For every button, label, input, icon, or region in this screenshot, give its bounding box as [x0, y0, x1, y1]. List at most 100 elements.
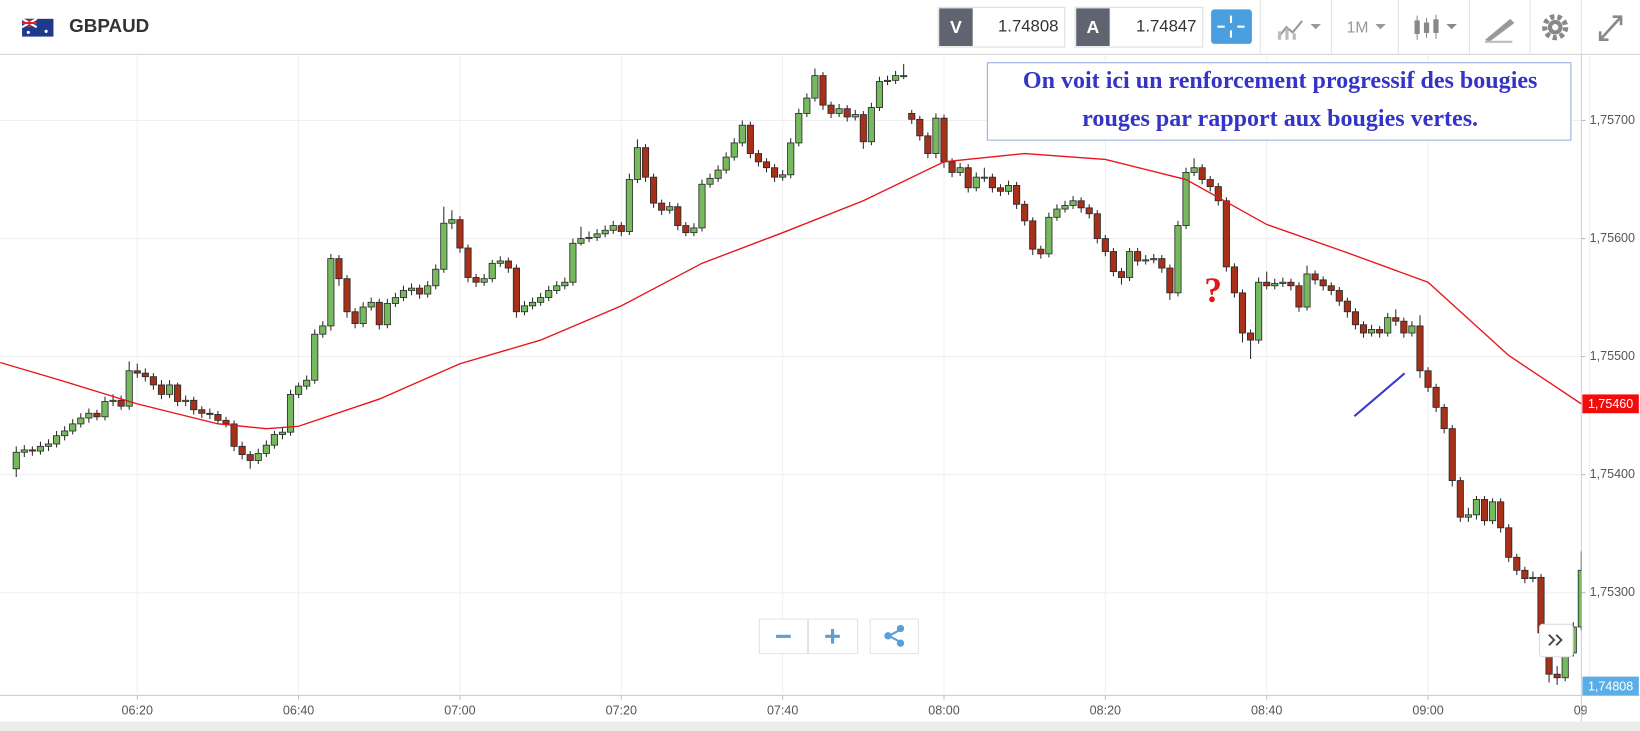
price-tag-label: 1,75460: [1588, 397, 1633, 411]
candle-body: [706, 177, 714, 185]
candle-body: [722, 156, 730, 171]
candle-body: [771, 167, 779, 178]
y-tick-label: 1,75300: [1590, 585, 1635, 599]
candle-body: [1497, 501, 1505, 529]
candle-body: [1416, 325, 1424, 372]
candle-body: [214, 414, 222, 421]
flag: [21, 17, 54, 37]
candle-body: [787, 142, 795, 176]
x-tick-label: 06:20: [122, 703, 153, 717]
scroll-latest-button[interactable]: [1538, 623, 1574, 658]
candle-body: [141, 372, 149, 378]
candle-body: [343, 278, 351, 313]
candle-body: [28, 449, 36, 452]
candle-body: [996, 187, 1005, 192]
annotation-box: [986, 62, 1572, 141]
candle-body: [609, 225, 617, 231]
candle-body: [512, 267, 520, 313]
candle-body: [1424, 370, 1432, 388]
candle-body: [1174, 225, 1182, 294]
indicator-button[interactable]: [1277, 20, 1321, 40]
candle-body: [1150, 258, 1158, 261]
candle-body: [440, 222, 448, 270]
candle-body: [206, 412, 214, 415]
annotation-line: On voit ici un renforcement progressif d…: [1023, 68, 1538, 94]
y-tick-label: 1,75500: [1590, 349, 1635, 363]
candle-body: [1489, 501, 1497, 522]
candle-body: [908, 112, 916, 120]
fullscreen-button[interactable]: [1598, 15, 1623, 42]
y-tick-label: 1,75700: [1590, 113, 1635, 127]
candle-body: [1263, 281, 1271, 287]
candle-body: [1303, 273, 1311, 308]
settings-button[interactable]: [1542, 14, 1569, 41]
candle-body: [1295, 285, 1303, 308]
candle-body: [496, 260, 504, 264]
candle-body: [1505, 527, 1513, 558]
share-button[interactable]: [869, 618, 919, 655]
candle-body: [577, 238, 585, 244]
x-tick-label: 09:20: [1574, 703, 1605, 717]
candle-body: [278, 431, 287, 435]
annotation: On voit ici un renforcement progressif d…: [1023, 68, 1538, 132]
candle-body: [383, 303, 391, 326]
candle-body: [932, 117, 940, 154]
annotation-line: rouges par rapport aux bougies vertes.: [1082, 106, 1478, 132]
candle-body: [714, 169, 722, 179]
candle-body: [472, 277, 480, 283]
candle-body: [980, 176, 988, 179]
ask-label: A: [1087, 17, 1100, 37]
x-tick-label: 06:40: [283, 703, 314, 717]
zoom-in-button[interactable]: [807, 618, 859, 655]
timeframe-button[interactable]: 1M: [1347, 19, 1386, 36]
candle-body: [924, 135, 932, 154]
candle-body: [1125, 251, 1134, 278]
candle-body: [1013, 185, 1021, 205]
candle-body: [754, 153, 763, 163]
candle-body: [1061, 205, 1069, 210]
x-tick-label: 07:00: [444, 703, 475, 717]
candle-body: [1238, 292, 1247, 334]
crosshair-button[interactable]: [1211, 9, 1252, 44]
candle-body: [835, 108, 843, 114]
candle-body: [1166, 267, 1174, 294]
candle-body: [641, 147, 650, 178]
candle-body: [1513, 556, 1521, 571]
candle-body: [851, 114, 859, 118]
candle-body: [593, 233, 601, 238]
candle-body: [480, 278, 488, 283]
candle-body: [1327, 285, 1335, 291]
candle-body: [690, 227, 698, 234]
x-tick-label: 07:20: [606, 703, 637, 717]
candle-body: [149, 376, 157, 386]
toolbar-dividers: [1259, 0, 1582, 55]
candle-body: [61, 430, 69, 437]
candle-body: [1101, 238, 1109, 252]
candle-body: [1255, 281, 1263, 341]
candle-body: [359, 306, 367, 324]
candle-body: [1311, 273, 1319, 281]
candle-body: [1456, 480, 1464, 518]
candle-body: [1448, 428, 1456, 481]
price-tag: [1582, 394, 1639, 414]
candle-body: [1085, 207, 1093, 215]
candle-body: [738, 124, 746, 144]
drawn-line: [1353, 372, 1406, 418]
y-tick-label: 1,75400: [1590, 467, 1635, 481]
candle-body: [133, 370, 141, 374]
candle-body: [674, 206, 682, 226]
candle-body: [351, 311, 359, 324]
candle-body: [1247, 332, 1255, 341]
candle-body: [988, 176, 996, 189]
candle-type-button[interactable]: [1414, 14, 1457, 40]
candle-body: [246, 454, 254, 461]
candle-body: [254, 453, 262, 461]
candle-body: [1335, 290, 1343, 302]
draw-button[interactable]: [1485, 18, 1515, 43]
candle-body: [44, 443, 53, 447]
candle-body: [819, 75, 827, 106]
candle-body: [165, 384, 174, 395]
zoom-out-button[interactable]: [758, 618, 808, 655]
